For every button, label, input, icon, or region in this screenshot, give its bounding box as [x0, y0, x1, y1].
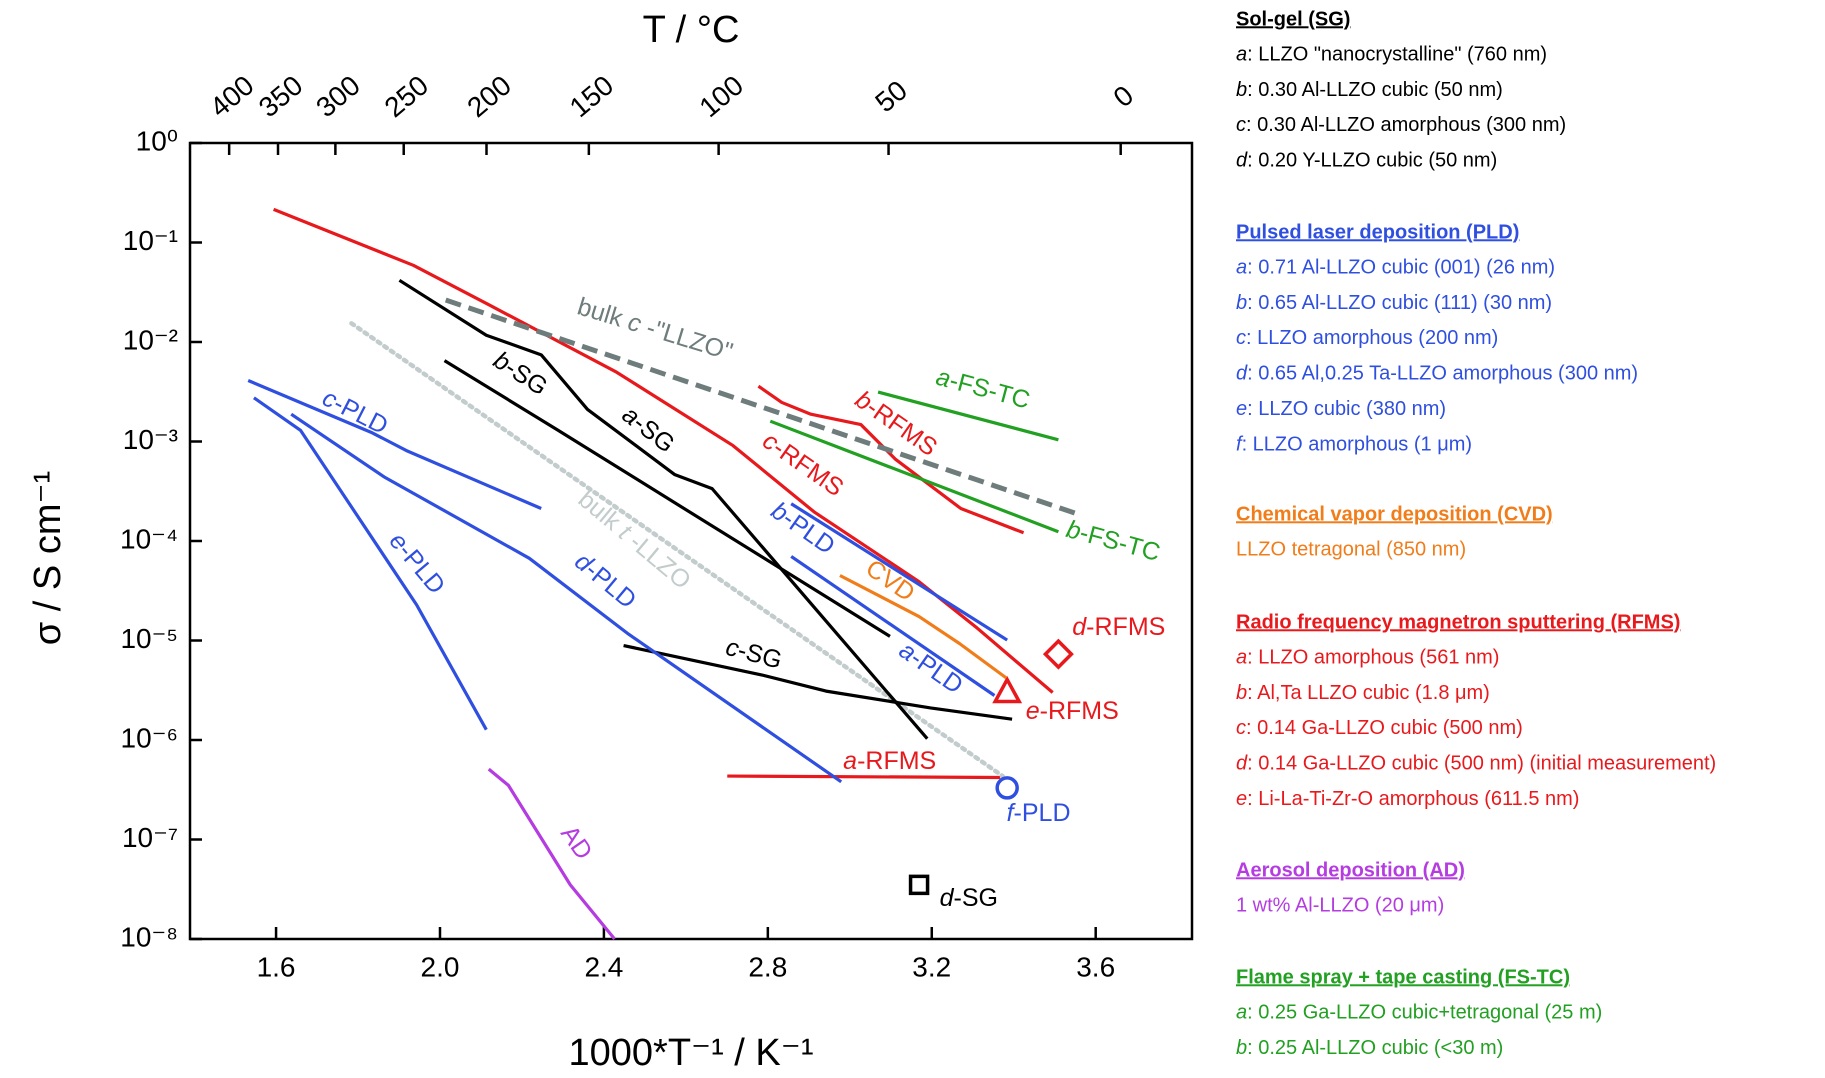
series-label: b-FS-TC	[1063, 515, 1163, 567]
legend-heading: Flame spray + tape casting (FS-TC)	[1236, 966, 1570, 988]
series-label: AD	[555, 820, 598, 865]
legend-item: a: 0.71 Al-LLZO cubic (001) (26 nm)	[1236, 257, 1555, 279]
legend-heading: Radio frequency magnetron sputtering (RF…	[1236, 611, 1680, 633]
series-line	[443, 359, 891, 638]
series-line	[253, 396, 488, 731]
x-tick-label: 2.8	[748, 951, 787, 982]
x2-tick-label: 50	[869, 74, 913, 118]
x-tick-label: 1.6	[257, 951, 296, 982]
y-tick-label: 10⁻³	[123, 424, 178, 455]
series-label: d-SG	[940, 884, 998, 912]
legend-item: a: 0.25 Ga-LLZO cubic+tetragonal (25 m)	[1236, 1002, 1602, 1024]
x2-tick-label: 250	[379, 69, 435, 123]
series-label: f-PLD	[1007, 799, 1071, 827]
y-tick-label: 10⁻⁸	[120, 921, 178, 952]
series-line	[790, 555, 996, 697]
x2-tick-label: 0	[1107, 80, 1139, 114]
marker	[995, 776, 1019, 800]
legend-heading: Chemical vapor deposition (CVD)	[1236, 503, 1553, 525]
series-label: d-PLD	[570, 547, 642, 614]
y-tick-label: 10⁰	[136, 125, 178, 156]
x2-tick-label: 400	[204, 69, 260, 123]
series-label: a-PLD	[894, 636, 968, 700]
x2-axis-title: T / °C	[643, 9, 740, 51]
legend-heading: Sol-gel (SG)	[1236, 8, 1350, 30]
series-line	[349, 321, 1005, 779]
series-line	[247, 379, 542, 511]
legend-item: 1 wt% Al-LLZO (20 μm)	[1236, 895, 1444, 917]
y-tick-label: 10⁻¹	[123, 225, 178, 256]
legend-item: a: LLZO "nanocrystalline" (760 nm)	[1236, 44, 1547, 66]
marker	[1042, 638, 1074, 670]
series-label: bulk c -"LLZO"	[574, 292, 736, 366]
legend-item: a: LLZO amorphous (561 nm)	[1236, 647, 1499, 669]
x2-tick-label: 350	[253, 69, 309, 123]
series-label: e-RFMS	[1026, 696, 1119, 724]
x-tick-label: 2.4	[584, 951, 623, 982]
x-tick-label: 3.2	[912, 951, 951, 982]
legend-item: c: 0.14 Ga-LLZO cubic (500 nm)	[1236, 717, 1523, 739]
legend-item: e: LLZO cubic (380 nm)	[1236, 398, 1446, 420]
series-line	[790, 502, 1009, 642]
legend-item: e: Li-La-Ti-Zr-O amorphous (611.5 nm)	[1236, 788, 1579, 810]
x2-tick-label: 300	[310, 69, 366, 123]
series-line	[727, 774, 1001, 780]
legend-item: d: 0.20 Y-LLZO cubic (50 nm)	[1236, 150, 1497, 172]
series-line	[487, 767, 616, 941]
series-line	[623, 643, 1013, 721]
series-label: e-PLD	[384, 527, 451, 599]
series-label: c-PLD	[318, 383, 393, 439]
x-tick-label: 2.0	[421, 951, 460, 982]
y-axis-title: σ / S cm⁻¹	[27, 471, 69, 645]
legend-item: c: LLZO amorphous (200 nm)	[1236, 327, 1498, 349]
x-tick-label: 3.6	[1076, 951, 1115, 982]
series-line	[273, 207, 1054, 694]
x2-tick-label: 150	[564, 69, 620, 123]
y-tick-label: 10⁻⁵	[120, 623, 178, 654]
series-label: a-RFMS	[843, 746, 936, 774]
marker	[992, 675, 1023, 704]
series-line	[877, 390, 1059, 442]
legend-heading: Pulsed laser deposition (PLD)	[1236, 221, 1519, 243]
y-tick-label: 10⁻⁶	[121, 722, 178, 753]
legend-item: f: LLZO amorphous (1 μm)	[1236, 434, 1472, 456]
legend-heading: Aerosol deposition (AD)	[1236, 859, 1465, 881]
legend-item: b: 0.30 Al-LLZO cubic (50 nm)	[1236, 79, 1503, 101]
legend-item: d: 0.65 Al,0.25 Ta-LLZO amorphous (300 n…	[1236, 363, 1638, 385]
marker	[908, 874, 930, 896]
x-axis-title: 1000*T⁻¹ / K⁻¹	[569, 1032, 814, 1074]
series-line	[757, 384, 1025, 535]
series-line	[839, 574, 1008, 680]
x2-tick-label: 200	[461, 69, 517, 123]
y-tick-label: 10⁻²	[123, 324, 178, 355]
y-tick-label: 10⁻⁷	[122, 822, 178, 853]
series-label: b-PLD	[766, 496, 840, 560]
legend-item: b: 0.25 Al-LLZO cubic (<30 m)	[1236, 1037, 1503, 1059]
legend-item: LLZO tetragonal (850 nm)	[1236, 539, 1466, 561]
series-label: a-FS-TC	[933, 362, 1033, 414]
series-line	[444, 297, 1083, 518]
series-label: a-SG	[617, 400, 680, 458]
series-label: d-RFMS	[1072, 613, 1165, 641]
series-line	[769, 419, 1059, 534]
series-line	[398, 278, 929, 740]
legend-item: d: 0.14 Ga-LLZO cubic (500 nm) (initial …	[1236, 753, 1716, 775]
legend-item: b: 0.65 Al-LLZO cubic (111) (30 nm)	[1236, 292, 1552, 314]
y-tick-label: 10⁻⁴	[120, 523, 178, 554]
series-label: c-RFMS	[758, 426, 849, 502]
series-line	[290, 412, 843, 784]
x2-tick-label: 100	[693, 69, 749, 123]
legend-item: b: Al,Ta LLZO cubic (1.8 μm)	[1236, 682, 1490, 704]
legend-item: c: 0.30 Al-LLZO amorphous (300 nm)	[1236, 114, 1566, 136]
